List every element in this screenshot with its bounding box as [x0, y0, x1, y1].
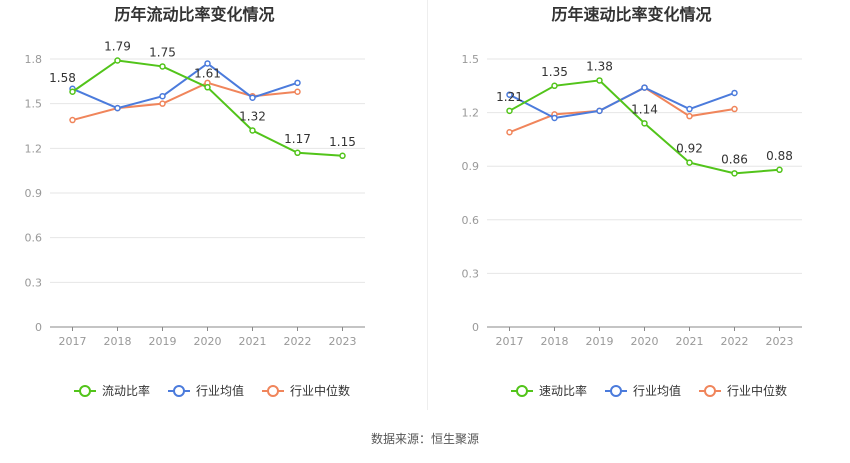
- data-label: 1.21: [496, 90, 523, 104]
- legend-swatch-marker[interactable]: [704, 385, 716, 397]
- x-tick-label: 2023: [766, 335, 794, 348]
- data-point: [551, 82, 558, 90]
- data-label: 1.15: [329, 135, 356, 149]
- legend-label[interactable]: 行业中位数: [290, 383, 350, 398]
- y-tick-label: 1.2: [25, 142, 43, 155]
- data-point: [114, 104, 121, 112]
- data-point: [551, 114, 558, 122]
- data-label: 1.17: [284, 132, 311, 146]
- y-tick-label: 1.5: [25, 98, 43, 111]
- y-tick-label: 0: [35, 321, 42, 334]
- data-point: [731, 89, 738, 97]
- data-label: 1.79: [104, 39, 131, 53]
- data-point: [506, 107, 513, 115]
- legend-swatch-marker[interactable]: [79, 385, 91, 397]
- data-label: 0.86: [721, 152, 748, 166]
- x-tick-label: 2018: [104, 335, 132, 348]
- y-tick-label: 0.9: [462, 160, 480, 173]
- data-point: [294, 88, 301, 96]
- panel-divider: [427, 0, 428, 410]
- data-point: [294, 149, 301, 157]
- legend-swatch-marker[interactable]: [267, 385, 279, 397]
- y-tick-label: 0.6: [25, 232, 43, 245]
- legend-label[interactable]: 行业均值: [633, 383, 681, 398]
- legend-label[interactable]: 行业均值: [196, 383, 244, 398]
- x-tick-label: 2019: [586, 335, 614, 348]
- data-point: [506, 129, 513, 136]
- data-point: [204, 84, 211, 91]
- data-point: [159, 100, 166, 107]
- data-point: [159, 63, 166, 70]
- y-tick-label: 0.9: [25, 187, 43, 200]
- data-label: 0.92: [676, 142, 703, 156]
- legend-swatch-marker[interactable]: [610, 385, 622, 397]
- legend-label[interactable]: 速动比率: [539, 383, 587, 398]
- source-note: 数据来源：恒生聚源: [370, 432, 479, 446]
- y-tick-label: 0.3: [25, 276, 43, 289]
- legend-label[interactable]: 行业中位数: [727, 383, 787, 398]
- data-point: [294, 79, 301, 87]
- series-line: [509, 86, 735, 134]
- data-label: 1.38: [586, 59, 613, 73]
- y-tick-label: 0.3: [462, 267, 480, 280]
- x-tick-label: 2020: [194, 335, 222, 348]
- data-point: [69, 116, 76, 124]
- data-point: [69, 88, 76, 96]
- legend-label[interactable]: 流动比率: [102, 383, 150, 398]
- data-point: [249, 94, 256, 101]
- data-point: [686, 159, 693, 166]
- series-line: [509, 86, 735, 119]
- data-label: 1.32: [239, 109, 266, 123]
- chart-title: 历年流动比率变化情况: [114, 5, 274, 24]
- x-tick-label: 2017: [59, 335, 87, 348]
- x-tick-label: 2021: [676, 335, 704, 348]
- data-point: [249, 127, 256, 134]
- data-label: 0.88: [766, 149, 793, 163]
- x-tick-label: 2022: [284, 335, 312, 348]
- legend-swatch-marker[interactable]: [516, 385, 528, 397]
- data-label: 1.58: [49, 71, 76, 85]
- y-tick-label: 0: [472, 321, 479, 334]
- data-point: [339, 152, 346, 160]
- data-point: [731, 105, 738, 113]
- y-tick-label: 1.8: [25, 53, 43, 66]
- data-point: [204, 60, 211, 67]
- y-tick-label: 1.5: [462, 53, 480, 66]
- data-point: [686, 112, 693, 120]
- y-tick-label: 1.2: [462, 107, 480, 120]
- data-point: [641, 120, 648, 127]
- legend-swatch-marker[interactable]: [173, 385, 185, 397]
- data-label: 1.75: [149, 45, 176, 59]
- chart-title: 历年速动比率变化情况: [551, 5, 711, 24]
- data-point: [776, 166, 783, 174]
- y-tick-label: 0.6: [462, 214, 480, 227]
- data-point: [159, 92, 166, 100]
- data-point: [596, 107, 603, 115]
- x-tick-label: 2017: [496, 335, 524, 348]
- x-tick-label: 2023: [329, 335, 357, 348]
- series-line: [72, 62, 298, 110]
- data-point: [641, 84, 648, 91]
- data-point: [506, 91, 513, 98]
- data-label: 1.14: [631, 102, 658, 116]
- x-tick-label: 2020: [631, 335, 659, 348]
- data-point: [114, 57, 121, 64]
- data-point: [596, 77, 603, 84]
- x-tick-label: 2021: [239, 335, 267, 348]
- data-label: 1.61: [194, 66, 221, 80]
- data-point: [731, 170, 738, 177]
- data-label: 1.35: [541, 65, 568, 79]
- x-tick-label: 2019: [149, 335, 177, 348]
- data-point: [686, 105, 693, 113]
- x-tick-label: 2022: [721, 335, 749, 348]
- x-tick-label: 2018: [541, 335, 569, 348]
